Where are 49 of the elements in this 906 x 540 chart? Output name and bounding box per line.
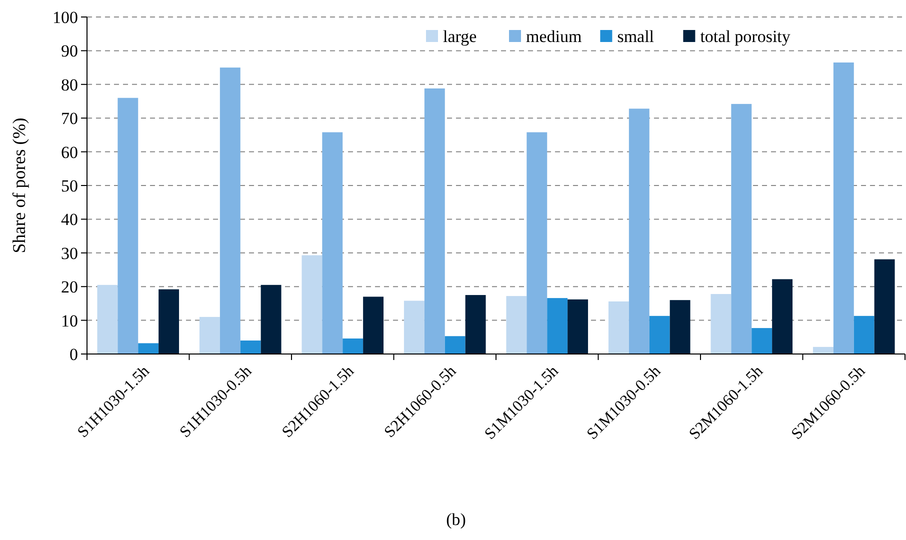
- bar: [118, 98, 138, 354]
- bar: [710, 294, 732, 354]
- bar: [138, 343, 159, 354]
- bar: [260, 284, 282, 354]
- bar: [568, 299, 588, 354]
- bar: [444, 336, 466, 354]
- bar: [97, 284, 118, 354]
- bar: [854, 316, 874, 354]
- y-tick-label: 20: [61, 278, 78, 297]
- y-tick-label: 40: [61, 210, 78, 230]
- bar: [424, 88, 445, 354]
- bar: [874, 259, 895, 354]
- bar: [772, 279, 793, 354]
- y-tick-label: 70: [61, 109, 78, 128]
- bar: [302, 255, 322, 354]
- bar: [833, 62, 854, 354]
- bar: [526, 132, 548, 354]
- legend-label: total porosity: [700, 26, 791, 46]
- bar: [649, 316, 670, 354]
- y-tick-label: 30: [61, 244, 78, 263]
- bar: [240, 340, 261, 354]
- bar: [506, 296, 527, 354]
- y-tick-label: 100: [52, 8, 78, 27]
- bar: [220, 68, 240, 354]
- legend-label: medium: [526, 26, 582, 46]
- y-tick-label: 90: [61, 42, 78, 61]
- y-tick-label: 60: [61, 142, 78, 162]
- bar: [342, 338, 364, 354]
- text: (b): [446, 510, 466, 529]
- y-axis-title: Share of pores (%): [9, 118, 29, 254]
- bar: [628, 108, 650, 354]
- bar: [608, 301, 629, 354]
- y-tick-label: 50: [61, 176, 78, 196]
- bar: [752, 328, 772, 354]
- bar: [465, 295, 486, 354]
- bar: [404, 300, 424, 354]
- legend-label: small: [617, 26, 654, 46]
- bar: [670, 300, 690, 354]
- bar: [731, 104, 752, 354]
- bar: [547, 298, 568, 354]
- bar: [322, 132, 343, 354]
- bar: [199, 316, 220, 354]
- bar: [363, 296, 384, 354]
- y-tick-label: 10: [61, 311, 78, 330]
- y-tick-label: 0: [70, 344, 78, 364]
- y-tick-label: 80: [61, 75, 78, 94]
- legend-label: large: [443, 26, 477, 46]
- bar: [812, 346, 834, 354]
- bar: [158, 289, 180, 354]
